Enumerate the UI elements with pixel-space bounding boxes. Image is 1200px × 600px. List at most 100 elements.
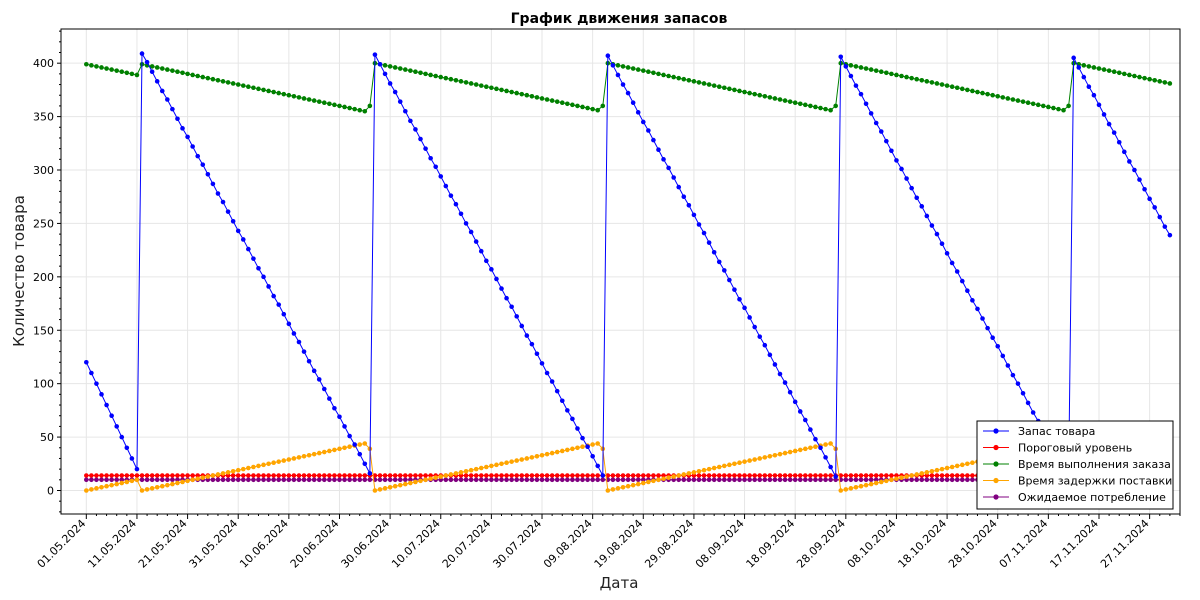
data-point (509, 459, 514, 464)
legend-item: Время задержки поставки (983, 475, 1172, 488)
data-point (1035, 102, 1041, 108)
data-point (575, 473, 580, 478)
data-point (296, 95, 302, 100)
data-point (813, 444, 818, 450)
data-point (691, 212, 697, 218)
data-point (767, 477, 773, 483)
data-point (544, 477, 550, 483)
data-point (777, 371, 783, 377)
data-point (1152, 205, 1157, 210)
data-point (463, 473, 469, 478)
data-point (878, 69, 884, 75)
data-point (570, 102, 575, 108)
data-point (696, 473, 702, 478)
data-point (114, 473, 119, 478)
data-point (1147, 196, 1152, 202)
data-point (256, 463, 261, 469)
data-point (676, 75, 682, 81)
data-point (104, 66, 109, 71)
data-point (797, 447, 803, 453)
data-point (873, 477, 879, 483)
data-point (711, 83, 717, 88)
data-point (884, 478, 889, 484)
data-point (210, 477, 216, 483)
data-point (762, 477, 768, 483)
data-point (170, 106, 175, 112)
data-point (848, 473, 854, 478)
data-point (514, 473, 519, 478)
data-point (580, 473, 585, 478)
data-point (84, 61, 89, 67)
data-point (301, 477, 307, 483)
data-point (549, 477, 555, 483)
data-point (144, 473, 150, 478)
data-point (104, 473, 109, 478)
data-point (468, 467, 474, 473)
data-point (84, 477, 89, 483)
data-point (210, 181, 216, 187)
data-point (195, 476, 201, 482)
data-point (529, 455, 535, 460)
data-point (337, 477, 342, 483)
data-point (276, 459, 282, 464)
data-point (570, 477, 575, 483)
data-point (585, 444, 590, 450)
data-point (397, 477, 403, 483)
data-point (458, 211, 464, 217)
data-point (858, 473, 864, 478)
data-point (580, 104, 585, 110)
data-point (787, 473, 793, 478)
data-point (808, 477, 813, 483)
data-point (448, 193, 454, 198)
data-point (1081, 63, 1087, 68)
data-point (782, 477, 788, 483)
data-point (129, 473, 135, 478)
data-point (863, 482, 869, 488)
data-point (139, 51, 145, 56)
data-point (605, 473, 611, 478)
data-point (772, 477, 778, 483)
data-point (316, 99, 322, 104)
data-point (787, 99, 793, 104)
data-point (428, 72, 433, 78)
data-point (119, 477, 125, 483)
data-point (939, 241, 945, 247)
data-point (321, 449, 327, 455)
data-point (271, 477, 276, 483)
data-point (1015, 381, 1021, 386)
data-point (382, 63, 388, 68)
data-point (868, 481, 874, 487)
y-tick-label: 0 (47, 484, 54, 497)
data-point (970, 473, 975, 478)
data-point (934, 467, 940, 473)
data-point (868, 477, 874, 483)
y-tick-label: 150 (33, 324, 54, 337)
data-point (175, 480, 180, 486)
legend-marker (993, 428, 999, 434)
data-point (387, 484, 393, 490)
data-point (909, 185, 914, 191)
data-point (403, 477, 408, 483)
data-point (575, 477, 580, 483)
data-point (610, 487, 616, 492)
data-point (716, 84, 722, 89)
data-point (863, 101, 869, 107)
y-axis-label: Количество товара (10, 195, 28, 347)
data-point (590, 477, 595, 483)
data-point (661, 473, 666, 478)
data-point (458, 470, 464, 475)
data-point (392, 65, 398, 70)
data-point (959, 473, 965, 478)
data-point (681, 194, 687, 200)
data-point (1127, 159, 1132, 164)
data-point (311, 451, 317, 457)
data-point (949, 477, 955, 483)
data-point (722, 268, 727, 273)
data-point (504, 88, 509, 94)
data-point (737, 296, 742, 302)
data-point (215, 77, 221, 83)
data-point (423, 473, 428, 478)
data-point (646, 479, 651, 485)
data-point (630, 482, 636, 488)
data-point (190, 473, 195, 478)
